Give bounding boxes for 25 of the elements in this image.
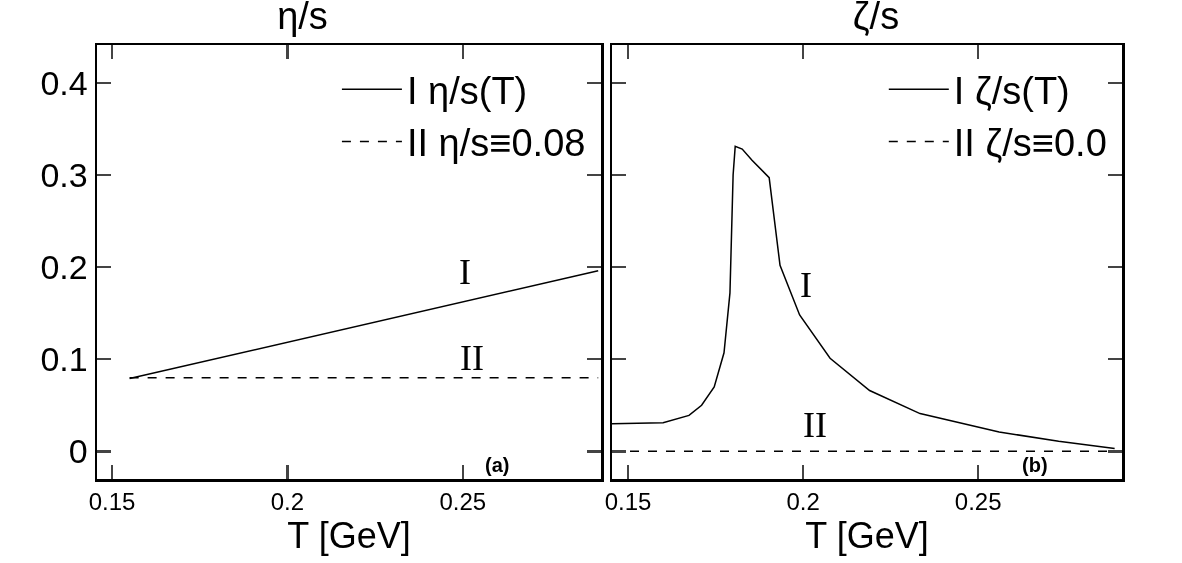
x-tick-label: 0.2 xyxy=(270,488,305,516)
legend-label: I ζ/s(T) xyxy=(953,70,1070,113)
annotation: I xyxy=(459,252,471,292)
x-tick-label: 0.25 xyxy=(954,488,1002,516)
y-tick-label: 0.2 xyxy=(40,247,88,286)
x-tick-label: 0.2 xyxy=(786,488,820,516)
y-tick-label: 0.4 xyxy=(40,63,88,102)
annotation: II xyxy=(460,338,484,378)
annotation: I xyxy=(800,265,812,305)
x-axis-title: T [GeV] xyxy=(805,515,929,557)
y-tick-label: 0.3 xyxy=(40,155,88,194)
x-axis-title: T [GeV] xyxy=(287,515,411,557)
x-tick-label: 0.15 xyxy=(88,488,136,516)
legend-label: II ζ/s≡0.0 xyxy=(953,122,1107,165)
legend-label: II η/s≡0.08 xyxy=(406,122,586,165)
annotation: II xyxy=(803,405,827,445)
chart-title: η/s xyxy=(277,0,328,38)
annotation: (b) xyxy=(1022,454,1048,476)
chart-title: ζ/s xyxy=(852,0,900,38)
x-tick-label: 0.15 xyxy=(604,488,652,516)
y-tick-label: 0 xyxy=(68,432,88,471)
legend-label: I η/s(T) xyxy=(406,70,528,113)
y-tick-label: 0.1 xyxy=(40,340,88,379)
annotation: (a) xyxy=(485,454,510,476)
x-tick-label: 0.25 xyxy=(439,488,487,516)
